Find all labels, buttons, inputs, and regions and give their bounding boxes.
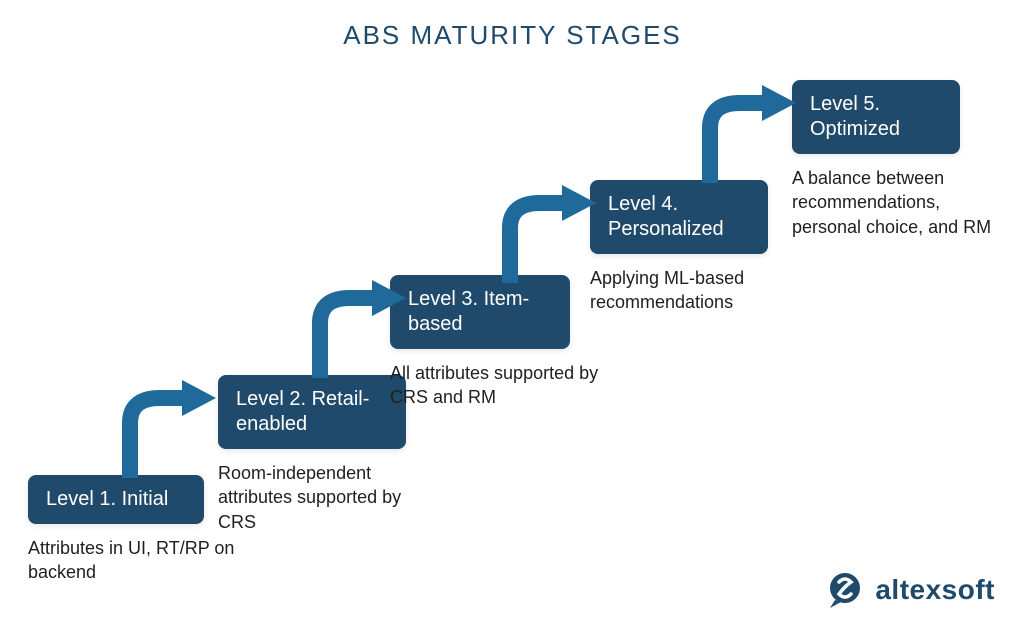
stage-desc: Applying ML-based recommendations <box>590 266 790 315</box>
stage-level-5: Level 5. Optimized A balance between rec… <box>792 80 1007 239</box>
stage-desc: Room-independent attributes supported by… <box>218 461 418 534</box>
stage-level-2: Level 2. Retail- enabled Room-independen… <box>218 375 418 534</box>
box-line2: Personalized <box>608 218 724 240</box>
stage-box: Level 1. Initial <box>28 475 204 524</box>
box-line1: Level 1. Initial <box>46 488 168 510</box>
stage-desc: A balance between recommendations, perso… <box>792 166 1007 239</box>
arrow-icon <box>300 278 410 378</box>
stage-level-3: Level 3. Item- based All attributes supp… <box>390 275 605 410</box>
logo-text: altexsoft <box>875 574 995 606</box>
box-line2: enabled <box>236 413 307 435</box>
box-line2: based <box>408 313 463 335</box>
stage-box: Level 3. Item- based <box>390 275 570 349</box>
page-title: ABS MATURITY STAGES <box>0 20 1025 51</box>
arrow-icon <box>690 83 800 183</box>
box-line1: Level 3. Item- <box>408 288 529 310</box>
stage-level-1: Level 1. Initial Attributes in UI, RT/RP… <box>28 475 238 585</box>
arrow-icon <box>490 183 600 283</box>
box-line1: Level 4. <box>608 193 678 215</box>
stage-desc: Attributes in UI, RT/RP on backend <box>28 536 238 585</box>
box-line1: Level 5. <box>810 93 880 115</box>
stage-box: Level 2. Retail- enabled <box>218 375 406 449</box>
box-line2: Optimized <box>810 118 900 140</box>
logo-mark-icon <box>825 570 865 610</box>
stage-box: Level 5. Optimized <box>792 80 960 154</box>
box-line1: Level 2. Retail- <box>236 388 369 410</box>
stage-box: Level 4. Personalized <box>590 180 768 254</box>
arrow-icon <box>110 378 220 478</box>
stage-desc: All attributes supported by CRS and RM <box>390 361 605 410</box>
stage-level-4: Level 4. Personalized Applying ML-based … <box>590 180 790 315</box>
logo: altexsoft <box>825 570 995 610</box>
